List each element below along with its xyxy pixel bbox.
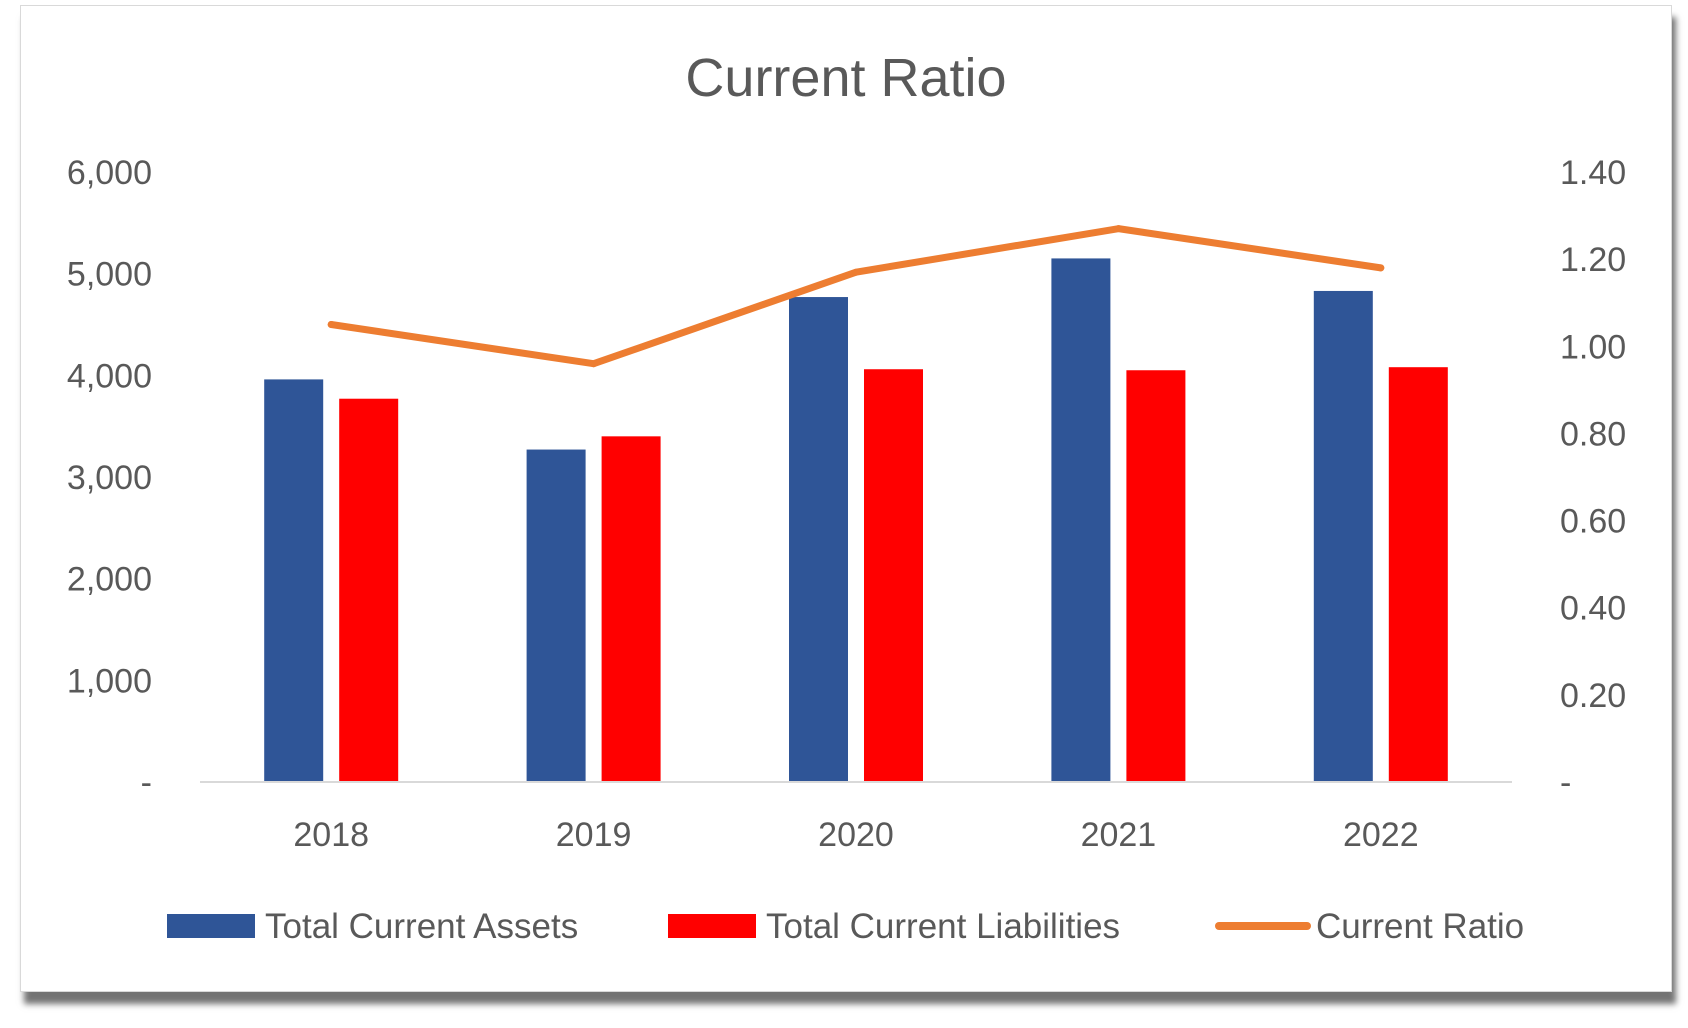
bar-total-current-assets-2018 [264, 379, 324, 782]
x-tick-label: 2019 [556, 816, 632, 854]
x-tick-label: 2020 [818, 816, 894, 854]
legend-label: Total Current Assets [265, 907, 578, 946]
bar-total-current-liabilities-2020 [864, 369, 923, 782]
right-tick-label: 1.40 [1560, 154, 1626, 192]
right-tick-label: - [1560, 764, 1571, 802]
line-point-2018 [327, 321, 335, 328]
line-point-2021 [1114, 225, 1122, 233]
left-tick-label: 3,000 [67, 459, 152, 497]
left-tick-label: 2,000 [67, 561, 152, 599]
x-axis: 2018 2019 2020 2021 2022 [293, 816, 1418, 854]
line-current-ratio [327, 225, 1385, 368]
legend: Total Current Assets Total Current Liabil… [167, 907, 1524, 946]
x-tick-label: 2022 [1343, 816, 1419, 854]
legend-label: Total Current Liabilities [766, 907, 1120, 946]
right-tick-label: 1.20 [1560, 241, 1626, 279]
line-point-2022 [1377, 264, 1385, 272]
left-tick-label: 4,000 [67, 357, 152, 395]
left-tick-label: - [141, 764, 152, 802]
right-tick-label: 1.00 [1560, 328, 1626, 366]
line-point-2020 [852, 268, 860, 276]
line-series [327, 225, 1385, 368]
bar-total-current-liabilities-2022 [1388, 367, 1448, 782]
right-tick-label: 0.40 [1560, 590, 1626, 628]
left-tick-label: 5,000 [67, 256, 152, 294]
bars [264, 258, 1448, 783]
left-tick-label: 1,000 [67, 662, 152, 700]
left-axis: - 1,000 2,000 3,000 4,000 5,000 6,000 [67, 154, 152, 802]
legend-swatch-total-current-liabilities [668, 914, 756, 938]
line-point-2019 [590, 360, 598, 368]
bar-total-current-liabilities-2021 [1126, 370, 1186, 782]
chart-title: Current Ratio [685, 48, 1006, 108]
right-tick-label: 0.20 [1560, 677, 1626, 715]
bar-total-current-assets-2020 [789, 297, 848, 782]
right-tick-label: 0.60 [1560, 503, 1626, 541]
x-tick-label: 2021 [1081, 816, 1157, 854]
x-tick-label: 2018 [293, 816, 369, 854]
left-tick-label: 6,000 [67, 154, 152, 192]
bar-total-current-liabilities-2018 [339, 398, 399, 782]
bar-total-current-assets-2022 [1313, 290, 1373, 782]
bar-total-current-assets-2021 [1051, 258, 1111, 783]
bar-total-current-liabilities-2019 [601, 436, 661, 782]
bar-total-current-assets-2019 [526, 449, 586, 782]
right-axis: - 0.20 0.40 0.60 0.80 1.00 1.20 1.40 [1560, 154, 1626, 802]
legend-swatch-total-current-assets [167, 914, 255, 938]
legend-label: Current Ratio [1316, 907, 1524, 946]
right-tick-label: 0.80 [1560, 415, 1626, 453]
